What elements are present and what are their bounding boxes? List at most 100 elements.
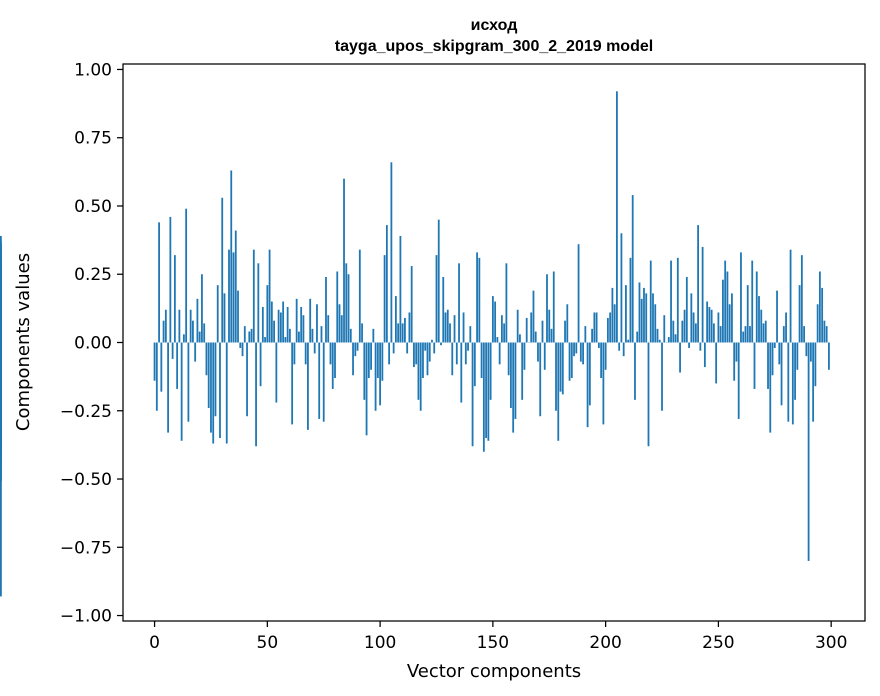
bar — [322, 342, 325, 422]
bar — [277, 309, 280, 343]
bar — [210, 342, 212, 433]
bar — [510, 342, 512, 409]
bar — [731, 293, 733, 343]
x-tick-label: 0 — [149, 633, 160, 653]
bar — [523, 342, 526, 370]
bar — [343, 178, 345, 343]
bar — [825, 326, 828, 343]
bar — [295, 298, 298, 343]
bar — [153, 342, 156, 381]
bar — [234, 230, 237, 343]
bar — [742, 331, 745, 343]
bar — [566, 304, 569, 343]
bar — [791, 342, 794, 425]
bar — [302, 315, 305, 343]
bar — [282, 301, 285, 343]
bar — [828, 342, 830, 370]
bar — [316, 304, 318, 343]
bar — [534, 331, 537, 343]
bar — [383, 255, 386, 343]
bar — [636, 331, 639, 343]
bar — [530, 312, 533, 343]
bar — [485, 342, 487, 439]
bar — [688, 342, 690, 348]
bar — [361, 323, 363, 343]
bar — [491, 296, 494, 343]
bar — [516, 309, 519, 343]
bar — [363, 342, 366, 400]
bar — [261, 307, 264, 343]
bar — [737, 342, 740, 419]
bar — [715, 342, 718, 384]
bar — [503, 323, 506, 343]
bar — [239, 342, 242, 348]
bar — [471, 342, 474, 447]
bar — [555, 342, 557, 411]
bar — [512, 342, 515, 433]
bar — [577, 244, 580, 343]
bar — [196, 298, 199, 343]
bar — [823, 320, 826, 343]
bar — [749, 326, 751, 343]
bar — [521, 342, 524, 400]
x-tick-label: 150 — [477, 633, 509, 653]
bar — [708, 307, 711, 343]
x-tick-label: 200 — [589, 633, 621, 653]
bar — [570, 342, 573, 378]
bar — [431, 339, 433, 343]
bar — [404, 317, 406, 343]
bar — [370, 342, 372, 370]
bar — [451, 342, 454, 376]
bar — [539, 342, 542, 417]
bar — [273, 320, 275, 343]
bar — [780, 342, 783, 406]
bar — [446, 309, 449, 343]
bar — [625, 285, 627, 343]
bar — [216, 285, 219, 343]
bar — [334, 342, 336, 378]
bar — [0, 320, 2, 343]
bar — [697, 225, 699, 343]
bar — [345, 263, 348, 343]
bar — [692, 312, 695, 343]
bar — [207, 342, 210, 409]
bar — [340, 315, 343, 343]
bar — [724, 260, 727, 343]
bar — [798, 285, 801, 343]
bar — [473, 342, 476, 387]
bar — [160, 342, 163, 392]
bar — [602, 342, 605, 425]
bar — [167, 342, 169, 433]
bar — [496, 337, 499, 343]
bar — [701, 246, 704, 343]
bar — [773, 342, 776, 348]
bar — [401, 323, 404, 343]
bar — [629, 257, 632, 343]
bar — [379, 342, 381, 406]
x-axis-ticks: 0 50 100 150 200 250 300 — [149, 621, 847, 653]
bar — [349, 328, 352, 343]
y-tick-label: −0.50 — [60, 470, 112, 490]
bar — [237, 290, 239, 343]
bar — [609, 312, 612, 343]
bar — [803, 326, 805, 343]
bar — [385, 225, 388, 343]
bar — [722, 279, 724, 343]
bar — [760, 309, 763, 343]
bar — [758, 296, 760, 343]
bar — [809, 342, 812, 362]
bar — [771, 342, 774, 376]
bar — [462, 312, 465, 343]
bar — [537, 342, 539, 362]
bars — [0, 91, 830, 597]
bar — [286, 307, 289, 343]
bar — [374, 342, 377, 411]
bar — [467, 342, 469, 351]
bar — [214, 342, 217, 417]
bar — [746, 285, 749, 343]
bar — [180, 342, 183, 441]
bar — [424, 342, 427, 351]
bar — [561, 342, 564, 395]
